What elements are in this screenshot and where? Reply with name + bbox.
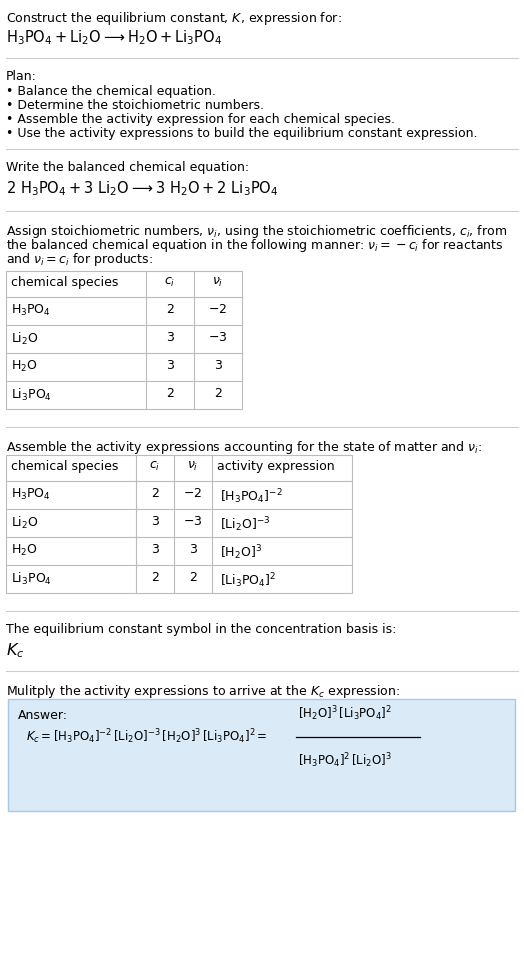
Text: $[\mathrm{H_2O}]^{3}\,[\mathrm{Li_3PO_4}]^{2}$: $[\mathrm{H_2O}]^{3}\,[\mathrm{Li_3PO_4}… — [298, 704, 392, 723]
Text: Write the balanced chemical equation:: Write the balanced chemical equation: — [6, 161, 249, 174]
Text: $\mathrm{Li_3PO_4}$: $\mathrm{Li_3PO_4}$ — [11, 387, 52, 403]
Text: $[\mathrm{Li_3PO_4}]^{2}$: $[\mathrm{Li_3PO_4}]^{2}$ — [220, 571, 276, 590]
Text: $\mathrm{Li_3PO_4}$: $\mathrm{Li_3PO_4}$ — [11, 571, 52, 587]
Text: 2: 2 — [151, 571, 159, 584]
Text: $\mathrm{H_3PO_4}$: $\mathrm{H_3PO_4}$ — [11, 487, 51, 502]
Text: $-2$: $-2$ — [183, 487, 203, 500]
Text: $\mathrm{H_2O}$: $\mathrm{H_2O}$ — [11, 543, 38, 558]
Text: $\mathrm{2\ H_3PO_4 + 3\ Li_2O} \longrightarrow \mathrm{3\ H_2O + 2\ Li_3PO_4}$: $\mathrm{2\ H_3PO_4 + 3\ Li_2O} \longrig… — [6, 179, 279, 198]
Text: $[\mathrm{H_2O}]^{3}$: $[\mathrm{H_2O}]^{3}$ — [220, 543, 262, 562]
Text: • Assemble the activity expression for each chemical species.: • Assemble the activity expression for e… — [6, 113, 395, 126]
Text: and $\nu_i = c_i$ for products:: and $\nu_i = c_i$ for products: — [6, 251, 153, 268]
Text: $\nu_i$: $\nu_i$ — [212, 276, 224, 289]
Text: $\nu_i$: $\nu_i$ — [187, 460, 199, 473]
Text: $\mathrm{Li_2O}$: $\mathrm{Li_2O}$ — [11, 331, 39, 347]
Text: $3$: $3$ — [189, 543, 198, 556]
Text: $[\mathrm{H_3PO_4}]^{-2}$: $[\mathrm{H_3PO_4}]^{-2}$ — [220, 487, 282, 506]
Text: • Balance the chemical equation.: • Balance the chemical equation. — [6, 85, 216, 98]
Text: $\mathrm{H_2O}$: $\mathrm{H_2O}$ — [11, 359, 38, 374]
Text: $\mathrm{H_3PO_4}$: $\mathrm{H_3PO_4}$ — [11, 303, 51, 318]
Text: $c_i$: $c_i$ — [165, 276, 176, 289]
Text: 2: 2 — [151, 487, 159, 500]
Text: 3: 3 — [166, 359, 174, 372]
Text: Assign stoichiometric numbers, $\nu_i$, using the stoichiometric coefficients, $: Assign stoichiometric numbers, $\nu_i$, … — [6, 223, 507, 240]
Text: 2: 2 — [166, 303, 174, 316]
Text: the balanced chemical equation in the following manner: $\nu_i = -c_i$ for react: the balanced chemical equation in the fo… — [6, 237, 504, 254]
Text: Construct the equilibrium constant, $K$, expression for:: Construct the equilibrium constant, $K$,… — [6, 10, 342, 27]
Text: $K_c = [\mathrm{H_3PO_4}]^{-2}\,[\mathrm{Li_2O}]^{-3}\,[\mathrm{H_2O}]^{3}\,[\ma: $K_c = [\mathrm{H_3PO_4}]^{-2}\,[\mathrm… — [26, 728, 268, 746]
Text: chemical species: chemical species — [11, 460, 118, 473]
Text: Assemble the activity expressions accounting for the state of matter and $\nu_i$: Assemble the activity expressions accoun… — [6, 439, 482, 456]
Text: $2$: $2$ — [189, 571, 198, 584]
Text: $-3$: $-3$ — [209, 331, 228, 344]
Text: $-2$: $-2$ — [209, 303, 227, 316]
Text: $\mathrm{Li_2O}$: $\mathrm{Li_2O}$ — [11, 515, 39, 531]
Text: $-3$: $-3$ — [183, 515, 203, 528]
Text: Answer:: Answer: — [18, 709, 68, 722]
Text: Plan:: Plan: — [6, 70, 37, 83]
Text: activity expression: activity expression — [217, 460, 335, 473]
Bar — [6, 271, 242, 409]
Text: • Determine the stoichiometric numbers.: • Determine the stoichiometric numbers. — [6, 99, 264, 112]
Bar — [8, 699, 515, 811]
Text: 3: 3 — [166, 331, 174, 344]
Text: $3$: $3$ — [214, 359, 223, 372]
Bar — [6, 455, 352, 593]
Text: $c_i$: $c_i$ — [149, 460, 161, 473]
Text: 2: 2 — [166, 387, 174, 400]
Text: chemical species: chemical species — [11, 276, 118, 289]
Text: $\mathrm{H_3PO_4 + Li_2O} \longrightarrow \mathrm{H_2O + Li_3PO_4}$: $\mathrm{H_3PO_4 + Li_2O} \longrightarro… — [6, 28, 222, 46]
Text: $K_c$: $K_c$ — [6, 641, 25, 660]
Text: 3: 3 — [151, 543, 159, 556]
Text: $[\mathrm{Li_2O}]^{-3}$: $[\mathrm{Li_2O}]^{-3}$ — [220, 515, 270, 534]
Text: Mulitply the activity expressions to arrive at the $K_c$ expression:: Mulitply the activity expressions to arr… — [6, 683, 400, 700]
Text: 3: 3 — [151, 515, 159, 528]
Text: • Use the activity expressions to build the equilibrium constant expression.: • Use the activity expressions to build … — [6, 127, 477, 140]
Text: $2$: $2$ — [214, 387, 222, 400]
Text: $[\mathrm{H_3PO_4}]^{2}\,[\mathrm{Li_2O}]^{3}$: $[\mathrm{H_3PO_4}]^{2}\,[\mathrm{Li_2O}… — [298, 751, 392, 770]
Text: The equilibrium constant symbol in the concentration basis is:: The equilibrium constant symbol in the c… — [6, 623, 396, 636]
